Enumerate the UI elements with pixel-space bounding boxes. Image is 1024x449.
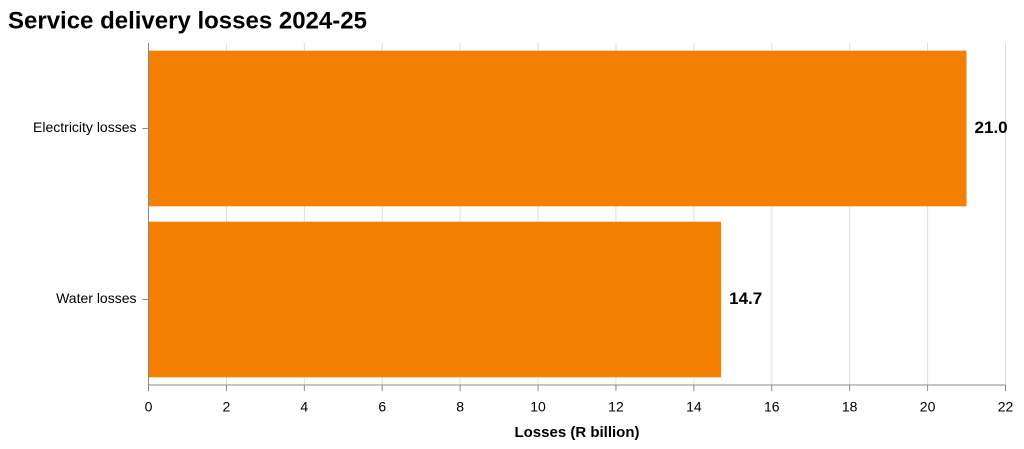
value-label: 21.0 (975, 118, 1008, 137)
x-tick-label: 22 (998, 399, 1014, 415)
x-tick-label: 20 (920, 399, 936, 415)
chart-title: Service delivery losses 2024-25 (8, 7, 367, 34)
x-tick-label: 12 (608, 399, 624, 415)
x-tick-label: 4 (300, 399, 308, 415)
x-tick-label: 8 (456, 399, 464, 415)
x-tick-label: 10 (530, 399, 546, 415)
x-tick-label: 0 (145, 399, 153, 415)
x-axis-title: Losses (R billion) (514, 424, 639, 441)
bar (148, 221, 722, 378)
x-tick-label: 6 (378, 399, 386, 415)
y-tick-label: Electricity losses (33, 119, 136, 135)
x-tick-label: 16 (764, 399, 780, 415)
bar (148, 50, 967, 207)
x-tick-label: 14 (686, 399, 702, 415)
x-tick-label: 18 (842, 399, 858, 415)
value-label: 14.7 (729, 289, 762, 308)
y-tick-label: Water losses (56, 290, 136, 306)
x-tick-label: 2 (223, 399, 231, 415)
